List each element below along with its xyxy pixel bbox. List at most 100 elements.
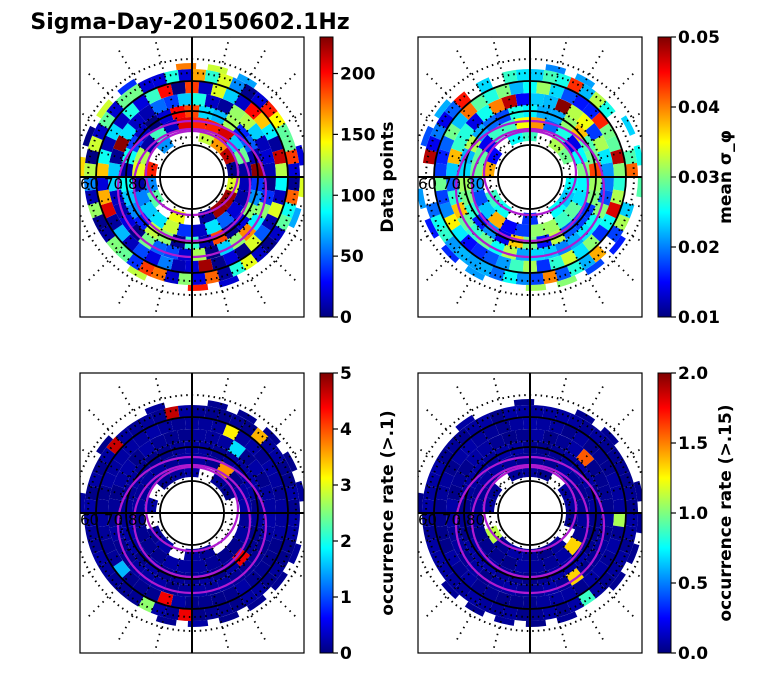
heat-cell — [633, 480, 642, 502]
heat-cell — [261, 213, 279, 232]
colorbar: 0.01 0.02 0.03 0.04 0.05 mean σ_φ — [657, 28, 736, 328]
heat-cell — [272, 189, 287, 206]
colorbar-tick-label: 100 — [340, 186, 376, 206]
heat-cell — [424, 218, 440, 239]
heat-cell — [542, 94, 559, 110]
heat-cell — [584, 258, 605, 276]
heat-cell — [97, 189, 112, 206]
heat-cell — [622, 525, 638, 541]
heat-cell — [493, 615, 515, 626]
colorbar: 0.0 0.5 1.0 1.5 2.0 occurrence rate (>.15) — [657, 364, 736, 664]
heat-cell — [488, 408, 506, 425]
heat-cell — [155, 135, 174, 154]
heat-cell — [548, 135, 567, 154]
heat-cell — [450, 447, 469, 466]
heat-cell — [422, 498, 435, 513]
heat-cell — [542, 554, 560, 571]
heat-cell — [177, 608, 192, 621]
heat-cell — [272, 525, 287, 542]
heat-cell — [207, 400, 229, 411]
heat-cell — [613, 513, 626, 528]
heat-cell — [591, 224, 610, 243]
heat-cell — [597, 436, 616, 455]
heat-cell — [105, 549, 123, 568]
heat-cell — [176, 223, 192, 237]
heat-cell — [441, 580, 460, 600]
heat-cell — [435, 484, 450, 501]
colorbar-tick-label: 2 — [340, 532, 352, 552]
heat-cell — [536, 417, 552, 432]
heat-cell — [610, 525, 625, 542]
heat-cell — [253, 111, 272, 130]
heat-cell — [625, 513, 638, 528]
heat-cell — [588, 580, 607, 599]
heat-cell — [192, 429, 207, 443]
colorbar-tick-label: 0.03 — [678, 168, 720, 188]
heat-cell — [126, 265, 148, 281]
heat-cell — [422, 525, 438, 541]
panel-4: 60 70 80 0.0 0.5 1.0 1.5 2.0 occurrence rate (>.… — [417, 364, 736, 664]
heat-cell — [228, 104, 246, 122]
heat-cell — [210, 255, 228, 271]
heat-cell — [566, 104, 584, 122]
heat-cell — [542, 269, 558, 285]
heat-cell — [284, 485, 300, 501]
colorbar-tick-label: 0.04 — [678, 98, 720, 118]
heat-cell — [447, 189, 463, 206]
heat-cell — [554, 72, 572, 89]
heat-cell — [246, 594, 267, 612]
heat-cell — [574, 73, 596, 89]
heat-cell — [542, 605, 558, 621]
heat-cell — [502, 605, 518, 621]
heat-cell — [554, 98, 572, 115]
heat-cell — [434, 498, 447, 513]
heat-cell — [625, 498, 638, 513]
heat-cell — [210, 135, 229, 154]
heat-cell — [259, 525, 275, 542]
heat-cell — [453, 244, 472, 263]
heat-cell — [585, 123, 603, 141]
colorbar-tick-label: 0.5 — [678, 574, 708, 594]
colorbar-label: occurrence rate (>.15) — [716, 404, 736, 621]
heat-cell — [501, 94, 518, 110]
heat-cell — [96, 498, 109, 513]
heat-cell — [530, 93, 545, 107]
heat-cell — [261, 122, 279, 141]
heat-cell — [572, 242, 590, 261]
heat-cell — [597, 571, 616, 590]
heat-cell — [636, 513, 642, 534]
heat-cell — [156, 83, 174, 99]
heat-cell — [597, 148, 613, 165]
heat-cell — [204, 218, 222, 235]
heat-cell — [106, 571, 125, 590]
heat-cell — [170, 594, 186, 609]
heat-cell — [115, 91, 134, 110]
heat-cell — [420, 125, 434, 147]
heat-cell — [571, 525, 588, 543]
heat-cell — [97, 484, 112, 501]
heat-cell — [219, 146, 238, 165]
heat-cell — [262, 426, 281, 446]
heat-cell — [177, 247, 192, 261]
lat-label: 80 — [466, 511, 485, 529]
heat-cell — [238, 448, 257, 467]
heat-cell — [284, 149, 300, 165]
heat-cell — [87, 471, 104, 489]
heat-cell — [164, 269, 180, 285]
heat-cell — [210, 200, 229, 219]
heat-cell — [444, 235, 463, 254]
heat-cell — [210, 591, 228, 607]
heat-cell — [192, 559, 208, 573]
heat-cell — [82, 125, 96, 147]
heat-cell — [592, 135, 609, 153]
heat-cell — [132, 429, 150, 448]
panel-2: 60 70 80 0.01 0.02 0.03 0.04 0.05 mean σ_φ — [417, 28, 736, 328]
heat-cell — [600, 162, 614, 177]
lat-label: 60 — [80, 511, 99, 529]
heat-cell — [514, 559, 530, 573]
heat-cell — [422, 149, 438, 165]
heat-cell — [418, 492, 424, 513]
heat-cell — [588, 244, 607, 263]
heat-cell — [515, 247, 530, 261]
heat-cell — [446, 498, 460, 513]
